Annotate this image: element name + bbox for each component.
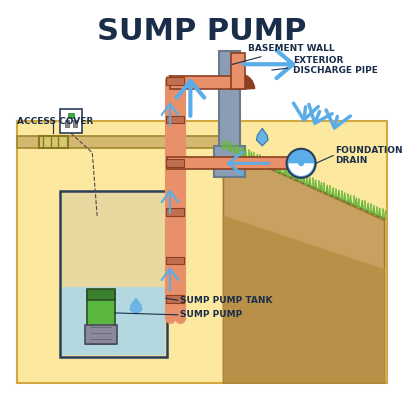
- FancyBboxPatch shape: [73, 120, 77, 127]
- FancyBboxPatch shape: [166, 159, 183, 167]
- FancyBboxPatch shape: [218, 51, 240, 148]
- FancyBboxPatch shape: [60, 191, 167, 357]
- Text: SUMP PUMP: SUMP PUMP: [97, 17, 307, 46]
- FancyBboxPatch shape: [231, 52, 245, 89]
- Circle shape: [287, 149, 316, 178]
- Circle shape: [298, 161, 304, 166]
- FancyBboxPatch shape: [167, 158, 288, 169]
- Text: BASEMENT WALL: BASEMENT WALL: [232, 44, 334, 64]
- Polygon shape: [256, 129, 268, 146]
- Polygon shape: [130, 298, 142, 314]
- FancyBboxPatch shape: [65, 120, 69, 127]
- FancyBboxPatch shape: [39, 136, 68, 148]
- FancyBboxPatch shape: [17, 136, 223, 148]
- FancyBboxPatch shape: [166, 208, 183, 216]
- Text: EXTERIOR
DISCHARGE PIPE: EXTERIOR DISCHARGE PIPE: [293, 55, 378, 75]
- FancyBboxPatch shape: [166, 295, 183, 303]
- FancyBboxPatch shape: [166, 257, 183, 264]
- Text: SUMP PUMP: SUMP PUMP: [180, 310, 242, 319]
- FancyBboxPatch shape: [87, 289, 115, 300]
- Polygon shape: [223, 148, 385, 383]
- FancyBboxPatch shape: [62, 287, 165, 355]
- FancyBboxPatch shape: [85, 324, 116, 344]
- FancyBboxPatch shape: [166, 116, 183, 124]
- FancyBboxPatch shape: [214, 146, 245, 177]
- FancyBboxPatch shape: [17, 121, 386, 383]
- FancyBboxPatch shape: [170, 76, 240, 89]
- Text: SUMP PUMP TANK: SUMP PUMP TANK: [180, 296, 272, 305]
- FancyBboxPatch shape: [169, 80, 181, 318]
- Wedge shape: [288, 163, 314, 176]
- FancyBboxPatch shape: [68, 113, 74, 118]
- Polygon shape: [223, 216, 385, 383]
- Text: FOUNDATION
DRAIN: FOUNDATION DRAIN: [335, 146, 403, 165]
- Text: ACCESS COVER: ACCESS COVER: [17, 117, 94, 126]
- FancyBboxPatch shape: [87, 290, 115, 344]
- FancyBboxPatch shape: [166, 77, 183, 84]
- FancyBboxPatch shape: [60, 109, 82, 133]
